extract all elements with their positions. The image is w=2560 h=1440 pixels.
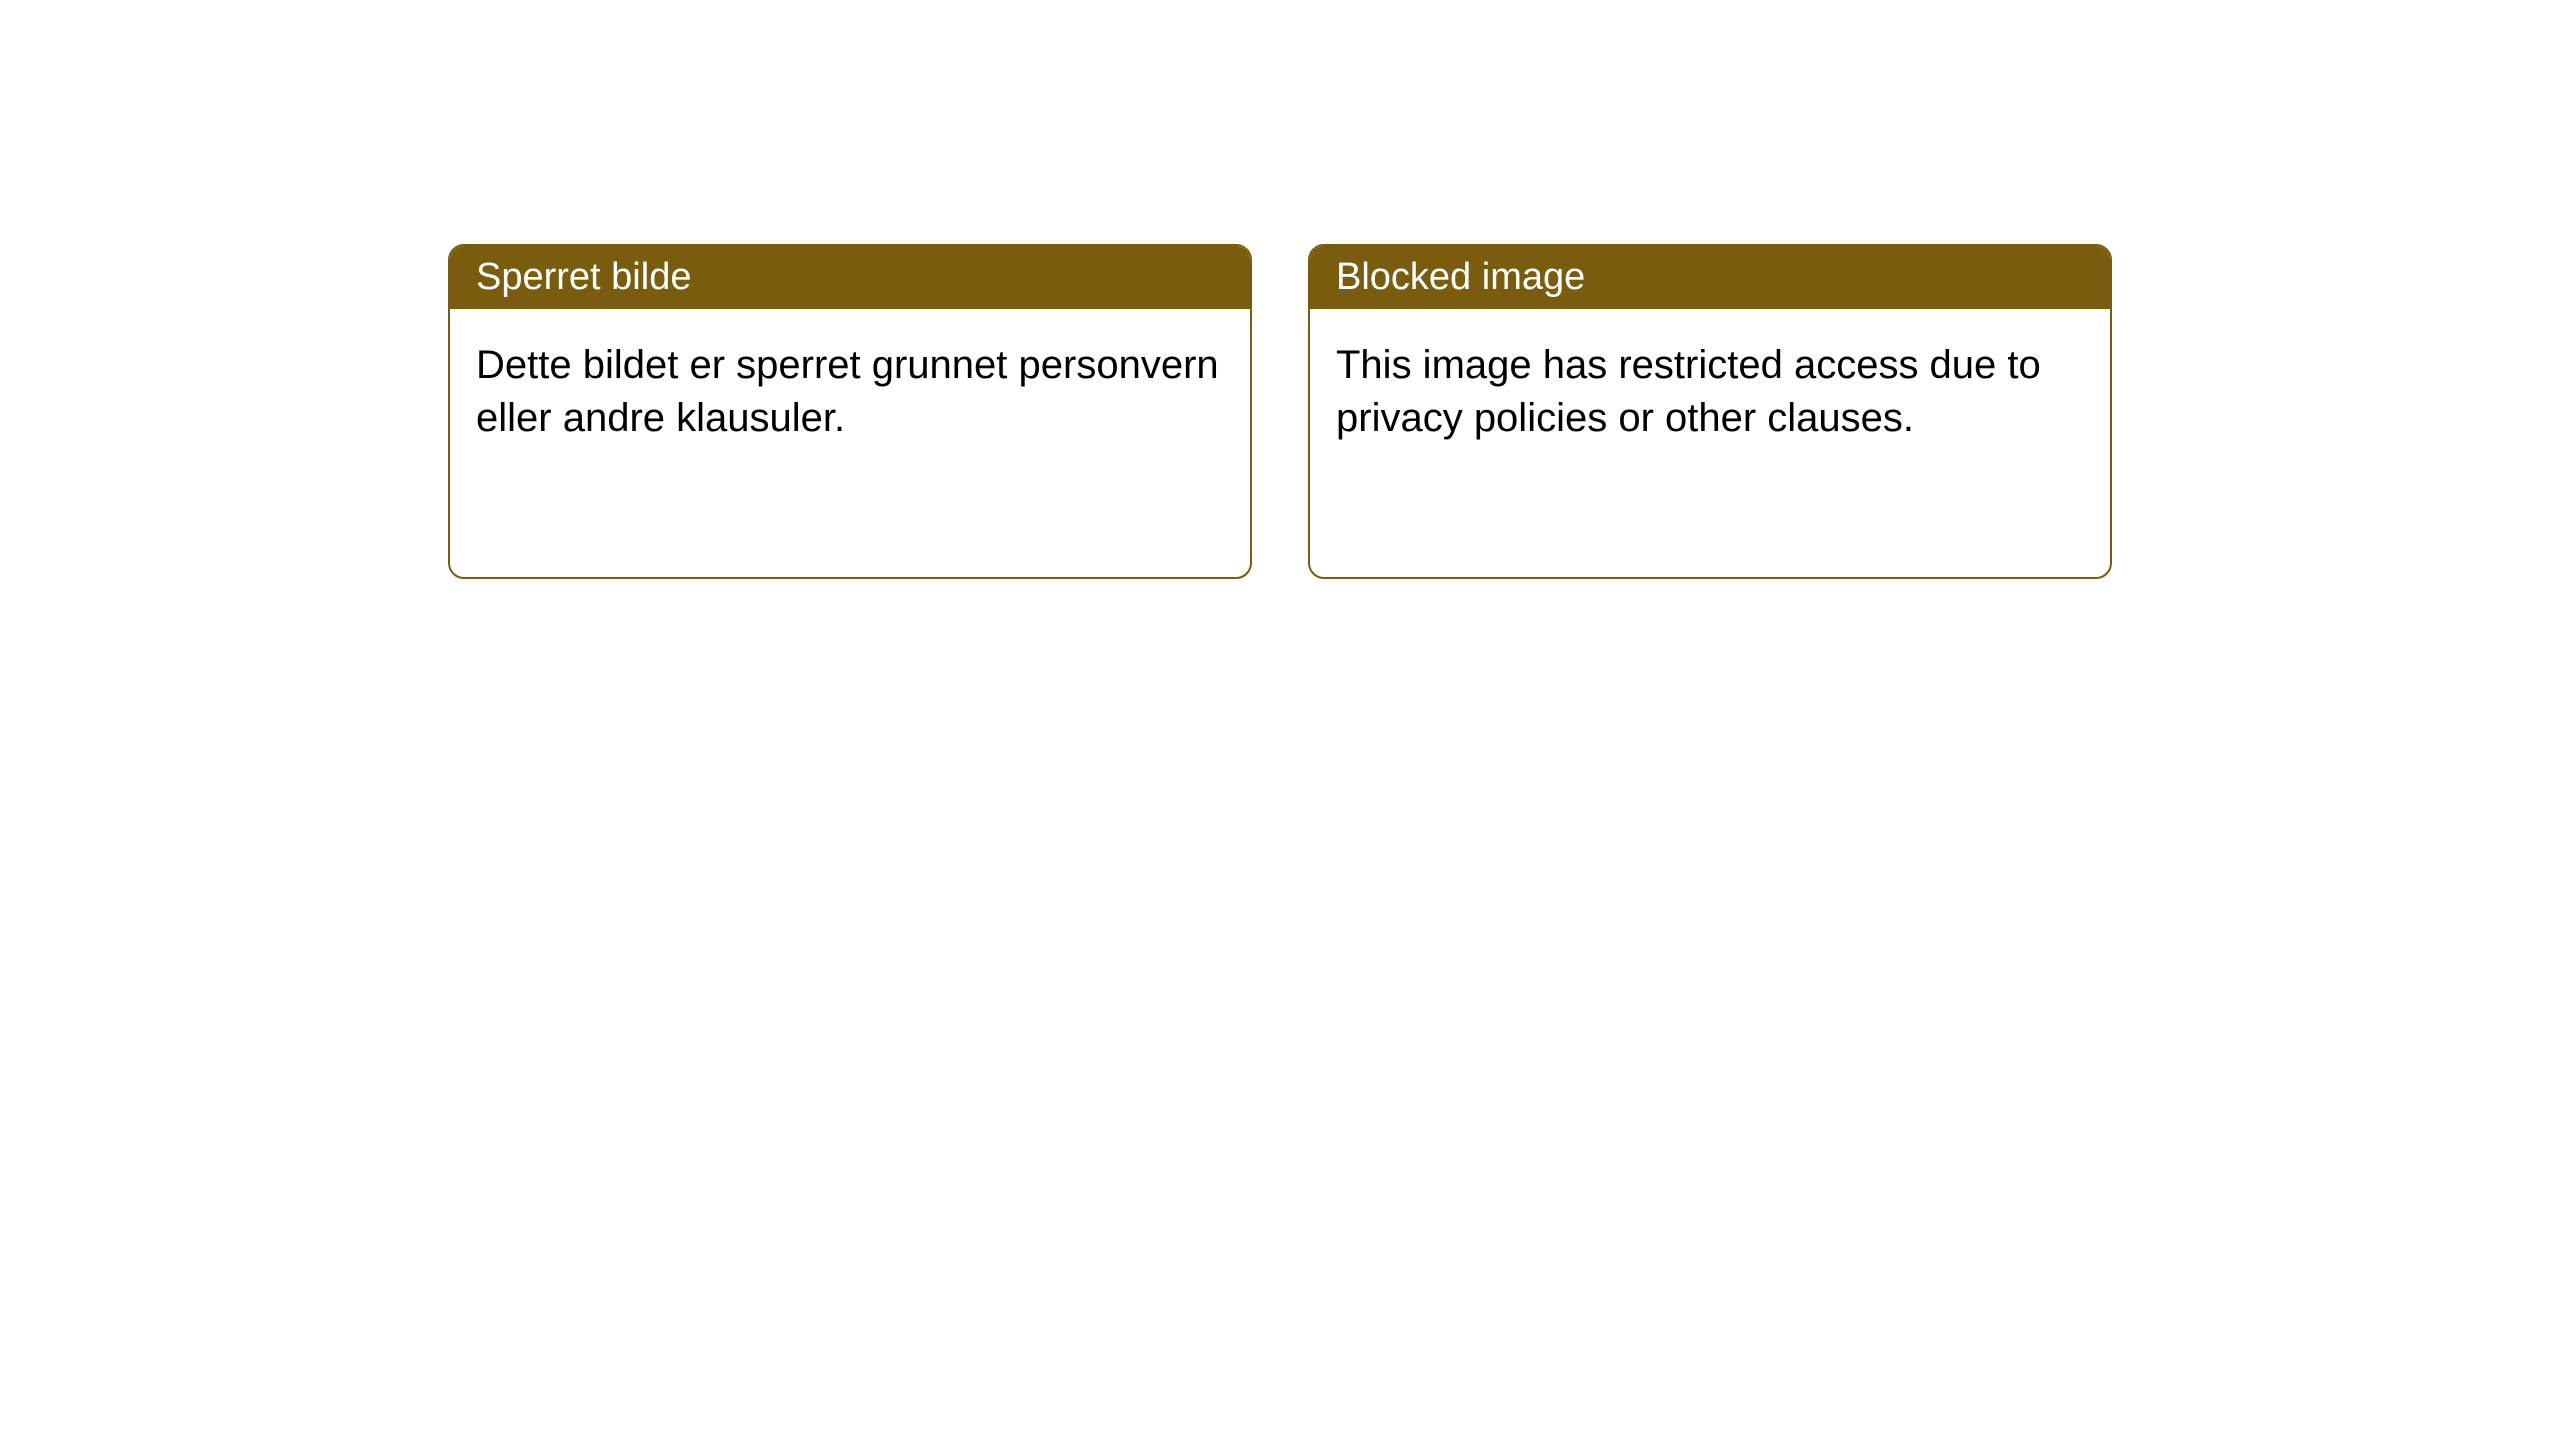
notice-body: This image has restricted access due to … bbox=[1310, 309, 2110, 577]
notice-header: Sperret bilde bbox=[450, 246, 1250, 309]
notice-card-english: Blocked image This image has restricted … bbox=[1308, 244, 2112, 579]
notice-header: Blocked image bbox=[1310, 246, 2110, 309]
notice-body: Dette bildet er sperret grunnet personve… bbox=[450, 309, 1250, 577]
notice-card-norwegian: Sperret bilde Dette bildet er sperret gr… bbox=[448, 244, 1252, 579]
notice-container: Sperret bilde Dette bildet er sperret gr… bbox=[0, 0, 2560, 579]
